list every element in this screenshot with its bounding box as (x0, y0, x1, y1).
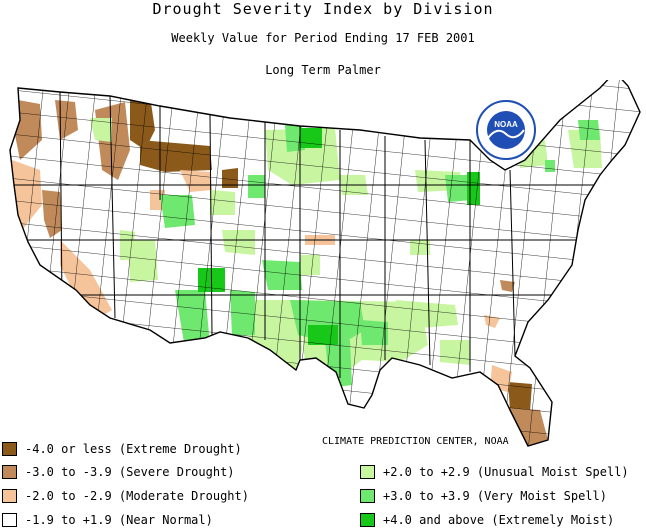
legend-item-extremely-moist: +4.0 and above (Extremely Moist) (360, 512, 614, 528)
division-regions (10, 80, 640, 446)
credit-text: CLIMATE PREDICTION CENTER, NOAA (322, 436, 509, 447)
legend-item-moderate-drought: -2.0 to -2.9 (Moderate Drought) (2, 488, 249, 504)
noaa-logo: NOAA (476, 100, 536, 160)
legend-swatch (360, 513, 375, 527)
legend-label: -1.9 to +1.9 (Near Normal) (25, 513, 213, 527)
legend-label: -4.0 or less (Extreme Drought) (25, 442, 242, 456)
noaa-logo-text: NOAA (494, 120, 518, 129)
state-boundaries (10, 91, 600, 378)
legend-label: +2.0 to +2.9 (Unusual Moist Spell) (383, 465, 629, 479)
legend-label: -2.0 to -2.9 (Moderate Drought) (25, 489, 249, 503)
legend-item-severe-drought: -3.0 to -3.9 (Severe Drought) (2, 464, 235, 480)
legend-swatch (2, 442, 17, 456)
legend-label: -3.0 to -3.9 (Severe Drought) (25, 465, 235, 479)
map-title: Drought Severity Index by Division (152, 0, 494, 18)
legend-swatch (360, 489, 375, 503)
legend-item-extreme-drought: -4.0 or less (Extreme Drought) (2, 441, 242, 457)
legend-swatch (2, 489, 17, 503)
legend-item-unusual-moist: +2.0 to +2.9 (Unusual Moist Spell) (360, 464, 629, 480)
us-climate-division-map: NOAA (9, 80, 641, 447)
legend-label: +3.0 to +3.9 (Very Moist Spell) (383, 489, 607, 503)
legend-item-very-moist: +3.0 to +3.9 (Very Moist Spell) (360, 488, 607, 504)
legend-label: +4.0 and above (Extremely Moist) (383, 513, 615, 527)
legend-swatch (2, 513, 17, 527)
index-name: Long Term Palmer (265, 63, 381, 77)
legend-swatch (2, 465, 17, 479)
legend-item-near-normal: -1.9 to +1.9 (Near Normal) (2, 512, 213, 528)
legend-swatch (360, 465, 375, 479)
map-subtitle: Weekly Value for Period Ending 17 FEB 20… (171, 31, 475, 45)
